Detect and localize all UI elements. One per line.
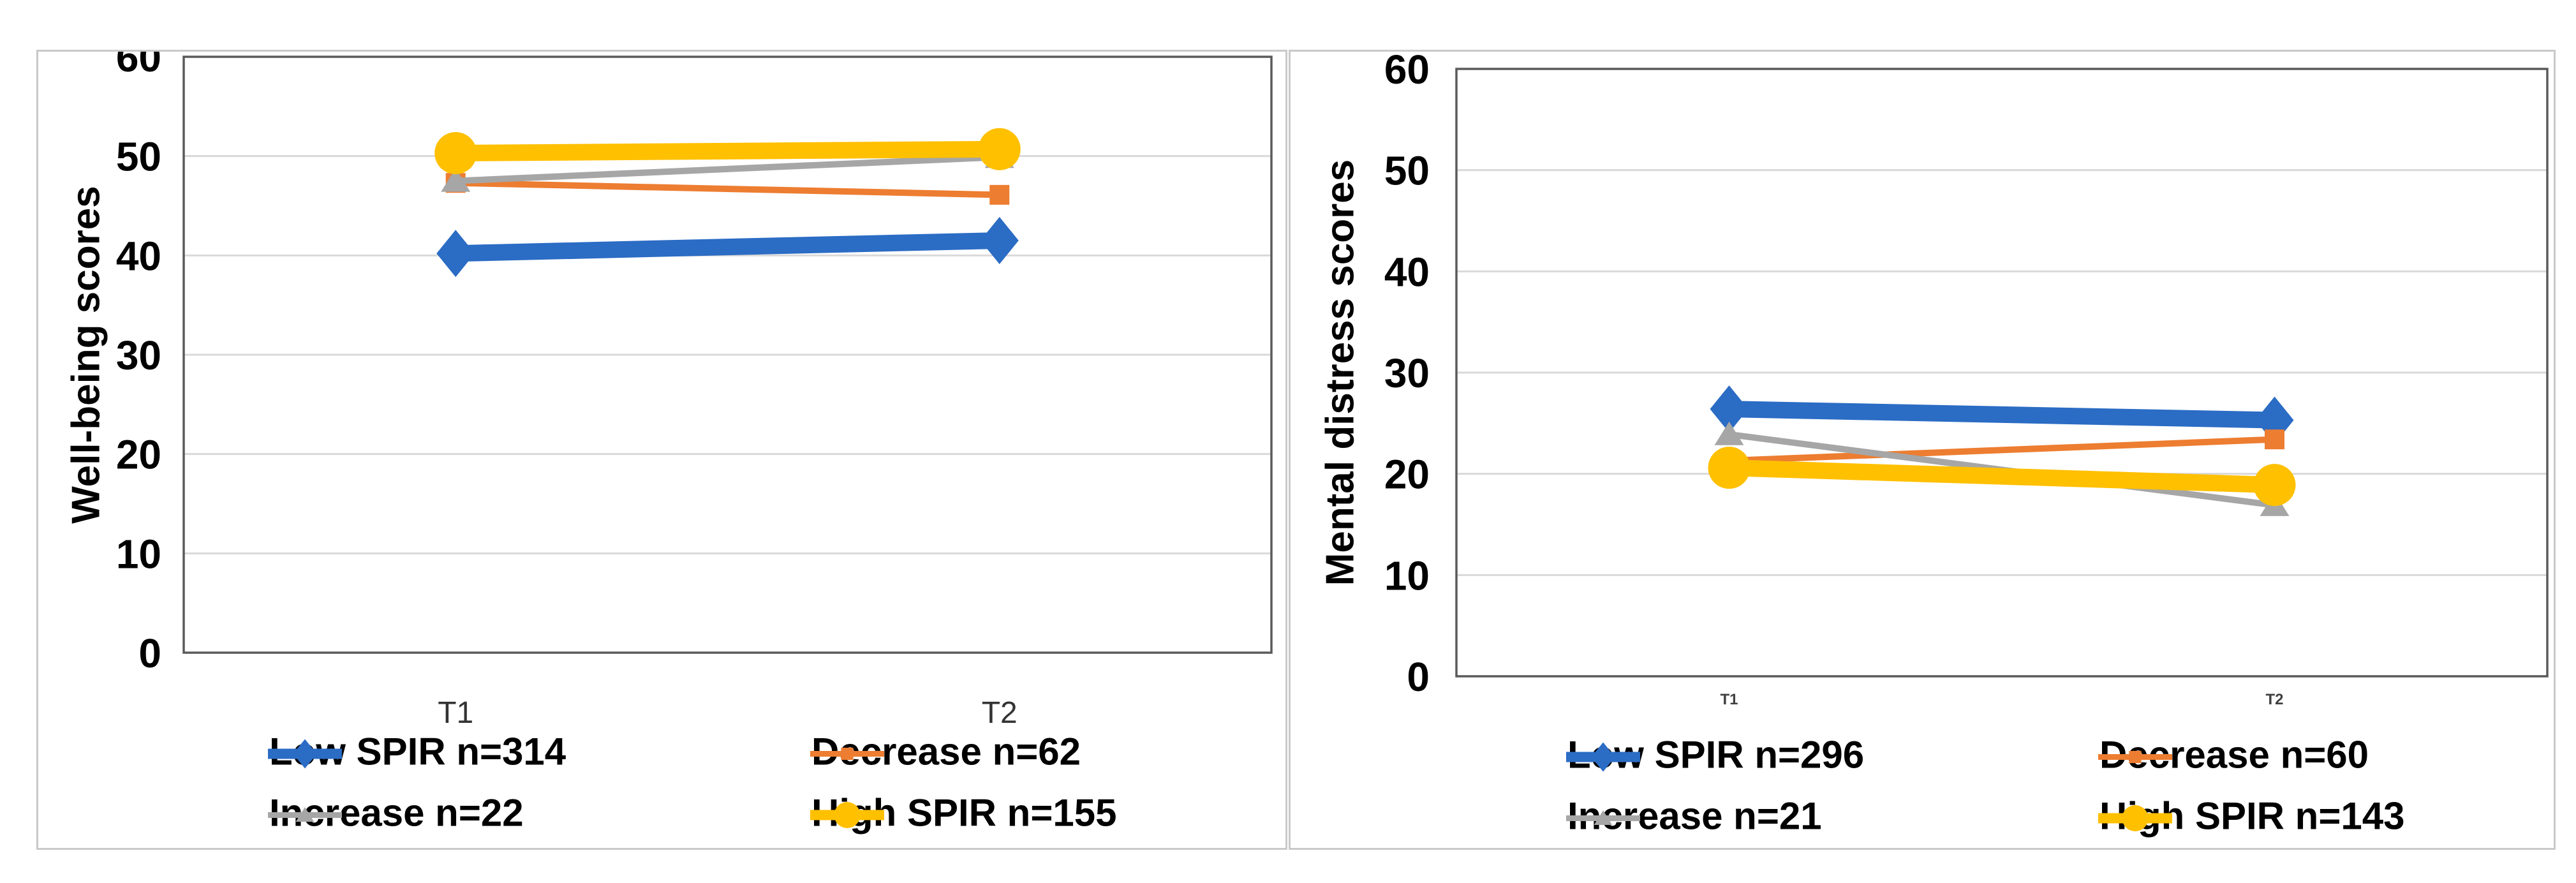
y-tick-label: 20 [116, 432, 161, 478]
legend-marker-icon [810, 802, 884, 828]
triangle-marker-icon [1594, 810, 1613, 826]
circle-marker-icon [434, 131, 477, 174]
y-tick-label: 60 [1384, 52, 1430, 93]
diamond-marker-icon [436, 230, 475, 278]
legend-item: Decrease n=60 [2097, 733, 2369, 777]
wellbeing-plot: 0 10 20 30 40 50 60 T1 T2 [116, 52, 1273, 730]
y-axis-title: Well-being scores [64, 186, 108, 524]
legend-item: Decrease n=62 [809, 730, 1081, 774]
legend-marker-icon [1566, 810, 1640, 826]
x-category-label: T2 [982, 696, 1018, 730]
y-tick-label: 40 [116, 233, 161, 279]
x-category-label: T1 [1720, 691, 1738, 708]
y-tick-label: 0 [138, 630, 161, 676]
diamond-marker-icon [1710, 385, 1749, 433]
series-line-4 [1721, 459, 2283, 494]
triangle-marker-icon [441, 168, 471, 192]
y-tick-label: 10 [116, 531, 161, 577]
legend-item: Low SPIR n=314 [267, 730, 566, 774]
legend-marker-icon [1566, 742, 1640, 772]
circle-marker-icon [1708, 447, 1751, 489]
legend-item: Increase n=22 [267, 791, 524, 835]
y-tick-label: 0 [1407, 654, 1430, 700]
plot-area [182, 56, 1273, 654]
series-line-3 [452, 154, 1003, 184]
distress-chart-panel: 0 10 20 30 40 50 60 T1 T2 Mental distress scores… [1289, 50, 2556, 850]
y-tick-label: 30 [1384, 350, 1430, 396]
legend-item: High SPIR n=143 [2097, 794, 2404, 838]
legend-item: Low SPIR n=296 [1565, 733, 1864, 777]
series-line-2 [1726, 436, 2278, 464]
diamond-marker-icon [1591, 742, 1615, 772]
series-line-4 [447, 140, 1008, 161]
circle-marker-icon [834, 802, 861, 828]
diamond-marker-icon [293, 739, 317, 769]
y-tick-label: 40 [1384, 249, 1430, 295]
legend-marker-icon [2098, 750, 2172, 764]
y-axis-title: Mental distress scores [1318, 159, 1363, 586]
circle-marker-icon [978, 128, 1021, 170]
legend-marker-icon [268, 807, 342, 822]
legend-item: High SPIR n=155 [809, 791, 1116, 835]
triangle-marker-icon [295, 807, 315, 822]
legend-marker-icon [810, 747, 884, 761]
diamond-marker-icon [980, 216, 1019, 264]
y-tick-label: 20 [1384, 452, 1430, 498]
x-category-label: T2 [2265, 691, 2283, 708]
y-tick-label: 10 [1384, 553, 1430, 598]
square-marker-icon [2129, 750, 2142, 764]
distress-plot: 0 10 20 30 40 50 60 T1 T2 [1384, 52, 2549, 708]
series-line-2 [452, 179, 1003, 198]
square-marker-icon [989, 184, 1010, 205]
y-tick-label: 30 [116, 332, 161, 378]
square-marker-icon [841, 747, 854, 761]
wellbeing-chart-panel: 0 10 20 30 40 50 60 T1 T2 Well-being scores Low … [36, 50, 1287, 850]
y-tick-label: 60 [116, 52, 161, 80]
legend-marker-icon [2098, 805, 2172, 831]
triangle-marker-icon [1714, 421, 1744, 445]
plot-area [1455, 68, 2549, 678]
y-tick-label: 50 [116, 134, 161, 180]
legend-item: Increase n=21 [1565, 794, 1822, 838]
x-category-label: T1 [438, 696, 473, 730]
circle-marker-icon [2253, 464, 2296, 507]
series-line-1 [447, 232, 1008, 262]
legend-marker-icon [268, 739, 342, 769]
series-line-1 [1721, 401, 2283, 429]
circle-marker-icon [2122, 805, 2149, 831]
y-tick-label: 50 [1384, 148, 1430, 194]
square-marker-icon [2265, 429, 2284, 450]
